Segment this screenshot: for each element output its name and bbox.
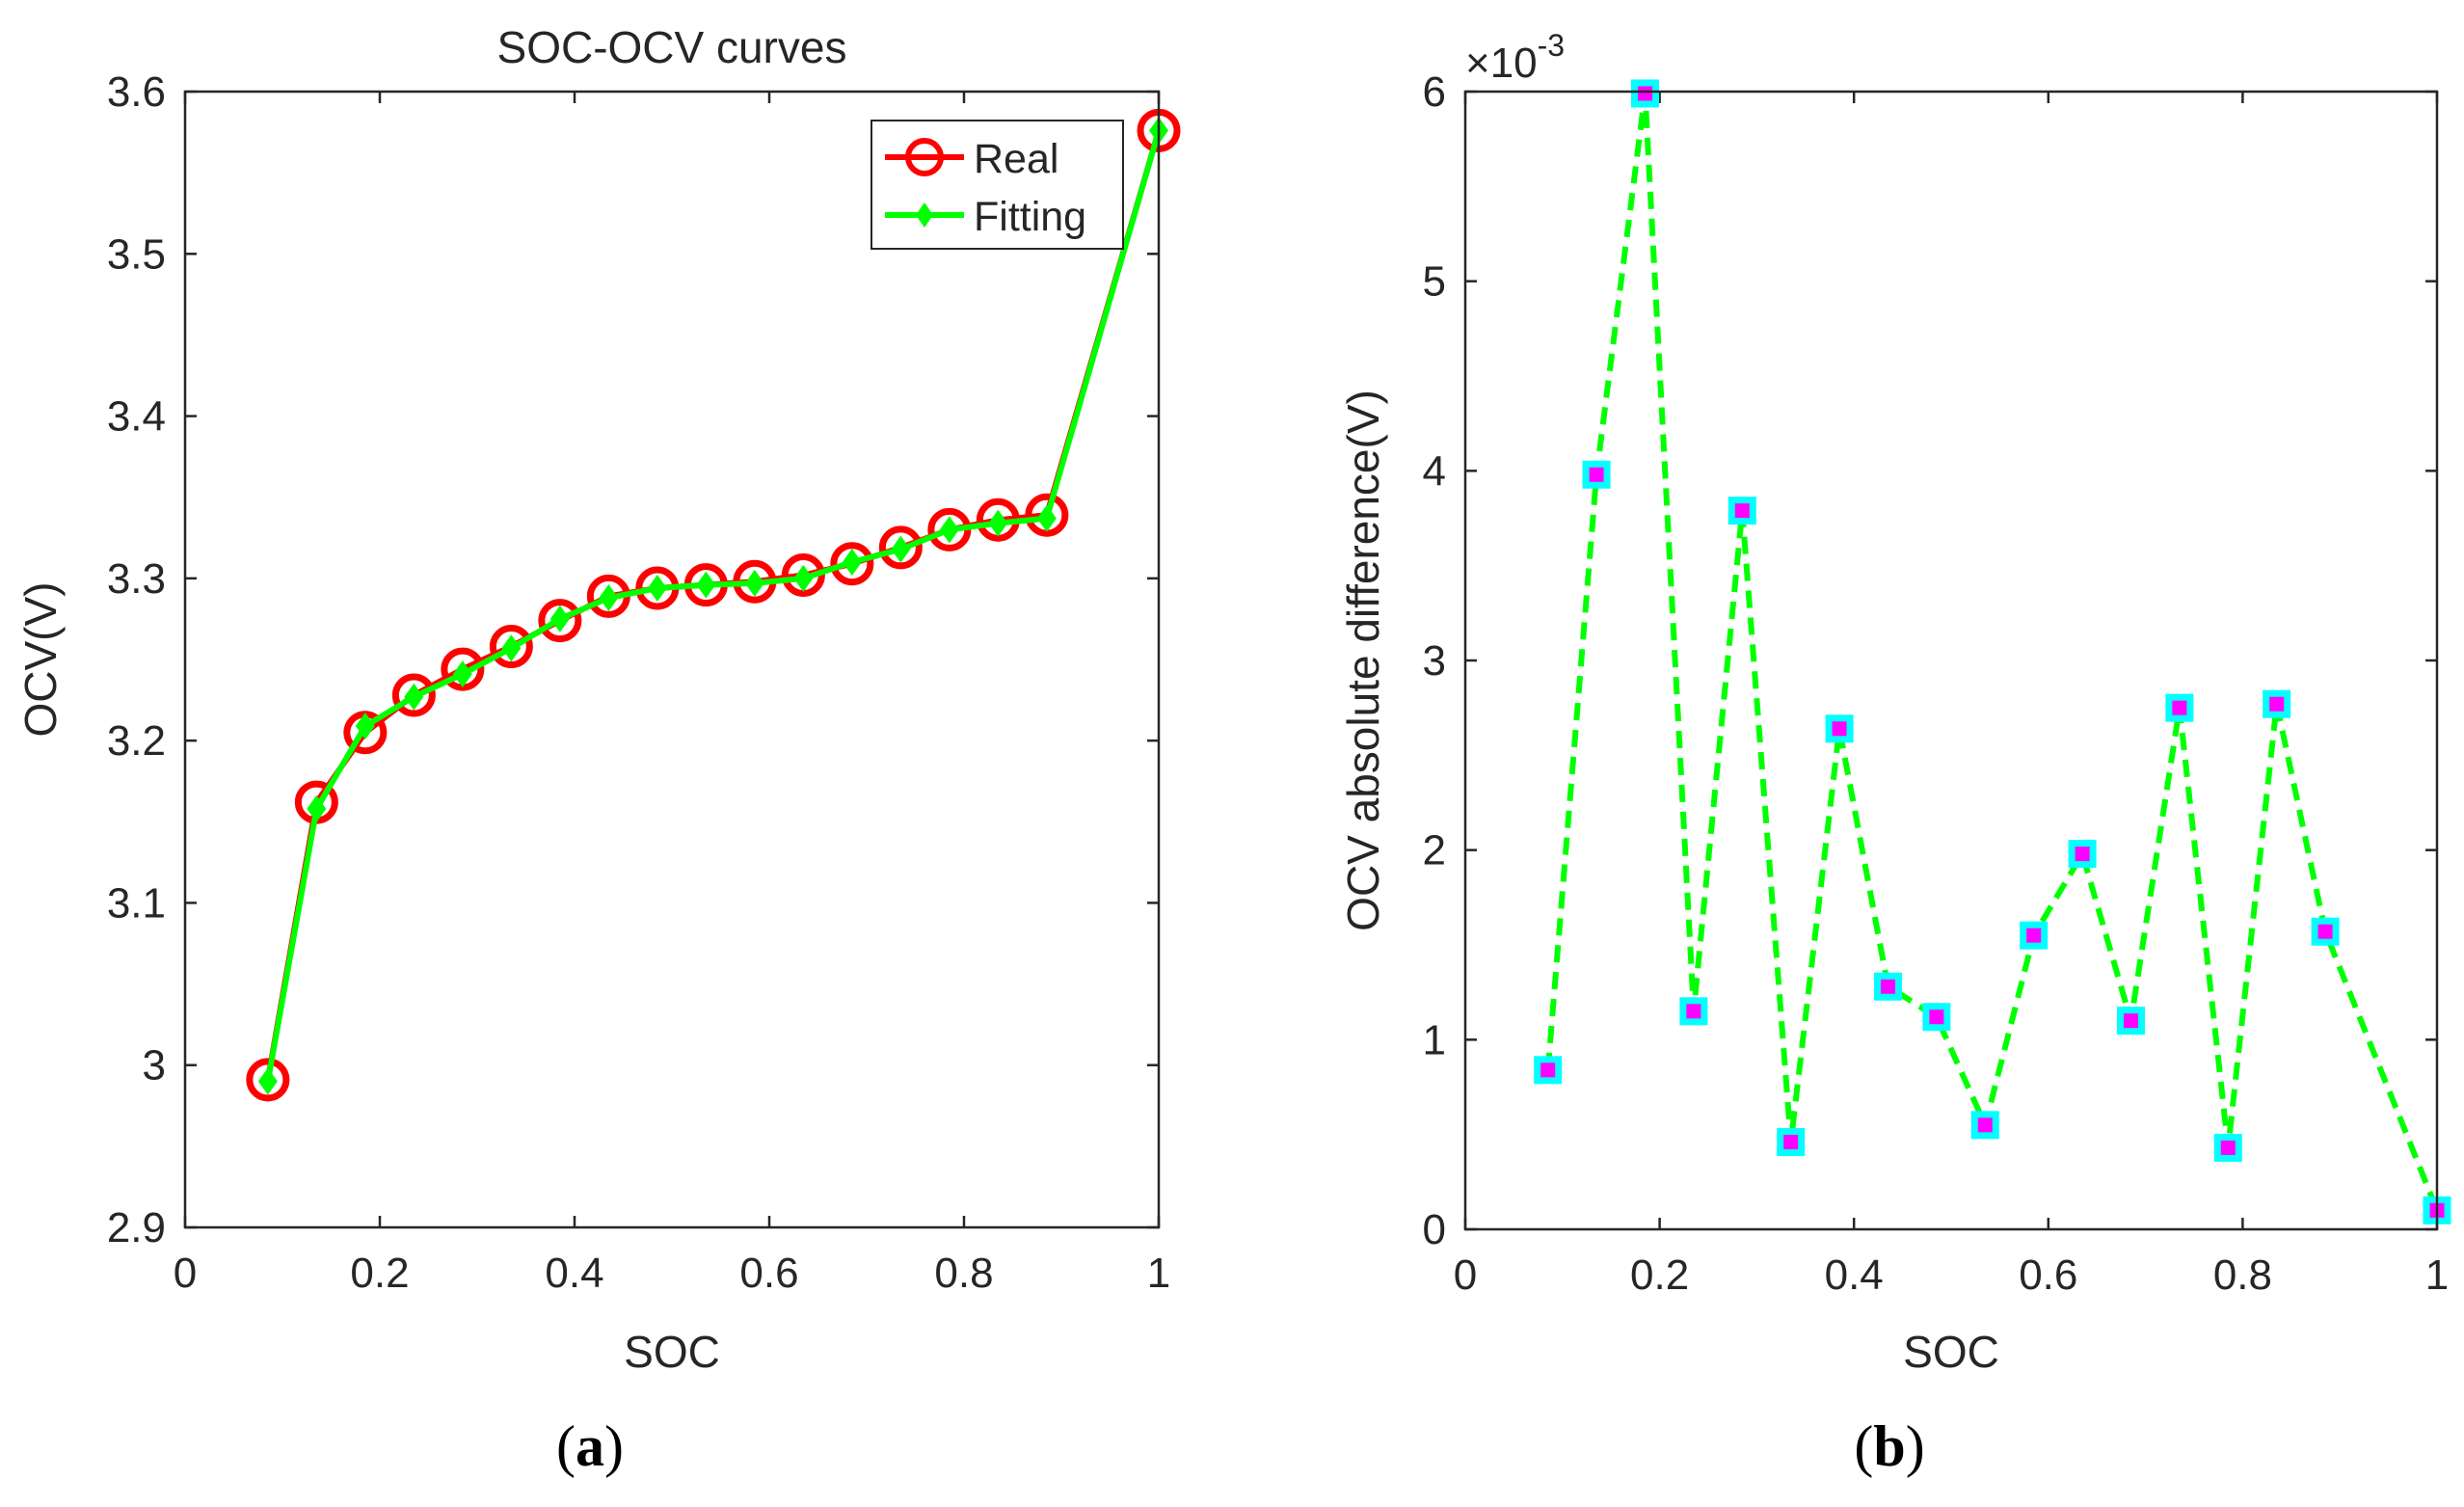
data-point-difference — [2263, 689, 2291, 718]
panel-b-x-tick-label: 0 — [1454, 1251, 1477, 1299]
panel-b-y-tick-label: 2 — [1423, 827, 1446, 875]
legend: Real Fitting — [870, 120, 1124, 250]
panel-b-caption-letter: b — [1873, 1414, 1905, 1478]
data-point-fitting — [696, 571, 716, 599]
data-point-fitting — [744, 569, 764, 597]
data-point-difference — [2020, 921, 2049, 950]
panel-b-x-tick-label: 0.2 — [1630, 1251, 1689, 1299]
data-point-fitting — [501, 634, 522, 662]
panel-b-x-tick-label: 1 — [2425, 1251, 2449, 1299]
panel-a-y-tick-label: 3.1 — [107, 879, 166, 927]
panel-a-x-tick-label: 0.2 — [350, 1250, 409, 1297]
series-line-ocv-absolute-difference — [1544, 91, 2440, 1212]
data-point-fitting — [988, 509, 1008, 537]
data-point-difference — [1922, 1003, 1951, 1032]
data-point-difference — [2311, 917, 2340, 946]
legend-fitting-marker — [916, 202, 933, 228]
panel-b-y-tick-label: 6 — [1423, 68, 1446, 116]
panel-a-caption: (a) — [556, 1414, 624, 1478]
legend-real-marker — [905, 138, 944, 176]
panel-b-y-tick-label: 0 — [1423, 1206, 1446, 1253]
data-point-fitting — [257, 1067, 278, 1095]
data-point-difference — [2213, 1133, 2242, 1162]
data-point-difference — [1582, 460, 1611, 489]
panel-a-series — [246, 108, 1181, 1102]
data-point-real — [391, 673, 436, 717]
panel-b-y-tick-label: 4 — [1423, 447, 1446, 495]
data-point-real — [1025, 493, 1069, 537]
data-point-real — [246, 1058, 290, 1102]
panel-b-y-tick-label: 3 — [1423, 637, 1446, 685]
data-point-real — [830, 542, 874, 586]
data-point-difference — [2068, 840, 2097, 869]
panel-a-x-tick-label: 0.4 — [545, 1250, 603, 1297]
data-point-difference — [1777, 1128, 1806, 1157]
legend-real-label: Real — [974, 136, 1058, 182]
data-point-fitting — [355, 712, 375, 740]
panel-b-ocv-difference: 0 0.2 0.4 0.6 0.8 1 0 1 2 3 4 5 6 ×10-3 SOC OCV abso… — [1338, 28, 2451, 1478]
panel-b-axes-box — [1463, 90, 2439, 1231]
panel-a-y-tick-label: 2.9 — [107, 1204, 166, 1251]
panel-b-x-tick-label: 0.4 — [1825, 1251, 1884, 1299]
panel-a-y-tick-label: 3.6 — [107, 68, 166, 116]
data-point-fitting — [891, 535, 911, 563]
panel-a-axes-box — [183, 90, 1161, 1229]
panel-b-exponent-label: ×10-3 — [1465, 28, 1565, 87]
panel-b-x-tick-label: 0.8 — [2213, 1251, 2272, 1299]
data-point-fitting — [842, 549, 862, 577]
panel-a-x-tick-label: 0 — [174, 1250, 197, 1297]
data-point-difference — [1534, 1056, 1563, 1085]
panel-a-x-tick-label: 0.6 — [739, 1250, 798, 1297]
panel-a-y-tick-label: 3.5 — [107, 230, 166, 278]
data-point-real — [538, 599, 582, 643]
data-point-real — [878, 525, 923, 570]
panel-a-y-tick-label: 3.4 — [107, 393, 166, 441]
panel-a-x-tick-label: 1 — [1147, 1250, 1170, 1297]
panel-a-x-axis-label: SOC — [624, 1327, 720, 1377]
panel-b-series — [1534, 79, 2451, 1224]
data-point-difference — [1825, 714, 1854, 743]
panel-b-y-tick-label: 1 — [1423, 1016, 1446, 1063]
panel-a-caption-letter: a — [576, 1414, 604, 1478]
data-point-difference — [1873, 972, 1902, 1001]
data-point-difference — [2165, 693, 2194, 722]
panel-a-x-tick-label: 0.8 — [934, 1250, 993, 1297]
data-point-fitting — [647, 574, 667, 602]
data-point-fitting — [599, 584, 619, 612]
panel-b-caption: (b) — [1854, 1414, 1924, 1478]
panel-b-y-axis-label: OCV absolute difference(V) — [1338, 390, 1388, 931]
data-point-fitting — [793, 564, 814, 592]
panel-b-y-tick-label: 5 — [1423, 258, 1446, 306]
panel-a-y-tick-label: 3.3 — [107, 555, 166, 603]
data-point-fitting — [549, 605, 570, 632]
data-point-fitting — [939, 516, 959, 544]
panel-a-soc-ocv: 0 0.2 0.4 0.6 0.8 1 2.9 3 3.1 3.2 3.3 3.4 3.5 3.6 SOC… — [15, 22, 1181, 1478]
data-point-fitting — [1036, 504, 1057, 532]
panel-b-plot-area — [1465, 92, 2437, 1229]
legend-fitting-label: Fitting — [974, 194, 1086, 240]
panel-a-y-tick-label: 3 — [143, 1042, 166, 1090]
data-point-real — [489, 625, 533, 669]
data-point-fitting — [404, 683, 424, 711]
data-point-difference — [2116, 1007, 2145, 1036]
panel-b-x-tick-label: 0.6 — [2019, 1251, 2077, 1299]
data-point-fitting — [307, 794, 327, 822]
panel-a-ticks: 0 0.2 0.4 0.6 0.8 1 2.9 3 3.1 3.2 3.3 3.4 3.5 3.6 — [107, 68, 1170, 1297]
panel-b-x-axis-label: SOC — [1903, 1327, 1999, 1377]
exponent-base: ×10 — [1465, 40, 1538, 87]
exponent-power: -3 — [1538, 28, 1565, 63]
data-point-difference — [1970, 1111, 1999, 1140]
data-point-difference — [1630, 79, 1659, 108]
data-point-fitting — [452, 660, 472, 688]
panel-a-title: SOC-OCV curves — [497, 22, 847, 72]
panel-a-y-tick-label: 3.2 — [107, 717, 166, 765]
data-point-difference — [1679, 997, 1708, 1026]
data-point-difference — [1727, 497, 1756, 525]
panel-a-y-axis-label: OCV(V) — [15, 582, 66, 738]
panel-a-plot-area — [185, 92, 1159, 1227]
